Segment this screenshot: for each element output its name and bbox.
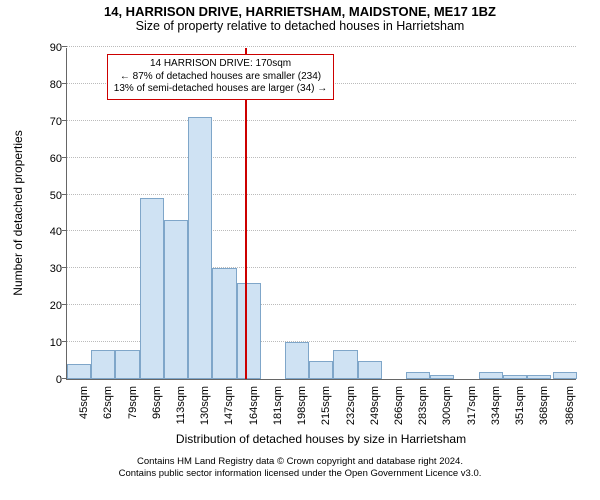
ytick-label: 80 bbox=[34, 79, 62, 91]
xtick-label: 351sqm bbox=[514, 386, 526, 436]
xtick-label: 317sqm bbox=[466, 386, 478, 436]
histogram-bar bbox=[333, 350, 357, 380]
xtick-label: 198sqm bbox=[296, 386, 308, 436]
ytick-label: 0 bbox=[34, 374, 62, 386]
histogram-bar bbox=[237, 283, 261, 379]
xtick-label: 113sqm bbox=[175, 386, 187, 436]
histogram-bar bbox=[553, 372, 577, 379]
xtick-label: 45sqm bbox=[78, 386, 90, 436]
annotation-line2: ← 87% of detached houses are smaller (23… bbox=[114, 71, 327, 84]
xtick-label: 164sqm bbox=[248, 386, 260, 436]
ytick-mark bbox=[62, 120, 67, 121]
annotation-box: 14 HARRISON DRIVE: 170sqm ← 87% of detac… bbox=[107, 54, 334, 100]
xtick-label: 334sqm bbox=[490, 386, 502, 436]
ytick-label: 20 bbox=[34, 300, 62, 312]
histogram-bar bbox=[503, 375, 527, 379]
xtick-label: 79sqm bbox=[127, 386, 139, 436]
annotation-line1: 14 HARRISON DRIVE: 170sqm bbox=[114, 58, 327, 71]
copyright-line1: Contains HM Land Registry data © Crown c… bbox=[0, 456, 600, 468]
ytick-mark bbox=[62, 341, 67, 342]
xtick-label: 283sqm bbox=[417, 386, 429, 436]
ytick-mark bbox=[62, 46, 67, 47]
xtick-label: 62sqm bbox=[102, 386, 114, 436]
ytick-mark bbox=[62, 194, 67, 195]
gridline-h bbox=[67, 120, 576, 121]
annotation-line3: 13% of semi-detached houses are larger (… bbox=[114, 83, 327, 96]
ytick-label: 50 bbox=[34, 190, 62, 202]
xtick-label: 266sqm bbox=[393, 386, 405, 436]
histogram-bar bbox=[285, 342, 309, 379]
xtick-label: 249sqm bbox=[369, 386, 381, 436]
histogram-bar bbox=[358, 361, 382, 379]
xtick-label: 96sqm bbox=[151, 386, 163, 436]
ytick-mark bbox=[62, 157, 67, 158]
xtick-label: 232sqm bbox=[345, 386, 357, 436]
page-subtitle: Size of property relative to detached ho… bbox=[0, 19, 600, 33]
histogram-bar bbox=[115, 350, 139, 380]
ytick-mark bbox=[62, 267, 67, 268]
histogram-bar bbox=[479, 372, 503, 379]
histogram-bar bbox=[91, 350, 115, 380]
xtick-label: 368sqm bbox=[538, 386, 550, 436]
histogram-bar bbox=[67, 364, 91, 379]
histogram-bar bbox=[527, 375, 551, 379]
ytick-mark bbox=[62, 304, 67, 305]
xtick-label: 300sqm bbox=[441, 386, 453, 436]
page-title: 14, HARRISON DRIVE, HARRIETSHAM, MAIDSTO… bbox=[0, 0, 600, 19]
histogram-bar bbox=[140, 198, 164, 379]
ytick-label: 40 bbox=[34, 226, 62, 238]
gridline-h bbox=[67, 46, 576, 47]
xtick-label: 130sqm bbox=[199, 386, 211, 436]
histogram-bar bbox=[406, 372, 430, 379]
xtick-label: 147sqm bbox=[223, 386, 235, 436]
ytick-label: 30 bbox=[34, 263, 62, 275]
ytick-label: 10 bbox=[34, 337, 62, 349]
ytick-label: 70 bbox=[34, 116, 62, 128]
xtick-label: 215sqm bbox=[320, 386, 332, 436]
histogram-bar bbox=[309, 361, 333, 379]
xtick-label: 181sqm bbox=[272, 386, 284, 436]
histogram-bar bbox=[212, 268, 236, 379]
ytick-label: 90 bbox=[34, 42, 62, 54]
gridline-h bbox=[67, 194, 576, 195]
histogram-bar bbox=[164, 220, 188, 379]
histogram-bar bbox=[430, 375, 454, 379]
y-axis-label: Number of detached properties bbox=[11, 47, 25, 379]
ytick-label: 60 bbox=[34, 153, 62, 165]
histogram-bar bbox=[188, 117, 212, 379]
ytick-mark bbox=[62, 83, 67, 84]
ytick-mark bbox=[62, 230, 67, 231]
copyright-notice: Contains HM Land Registry data © Crown c… bbox=[0, 456, 600, 481]
xtick-label: 386sqm bbox=[564, 386, 576, 436]
copyright-line2: Contains public sector information licen… bbox=[0, 468, 600, 480]
gridline-h bbox=[67, 157, 576, 158]
